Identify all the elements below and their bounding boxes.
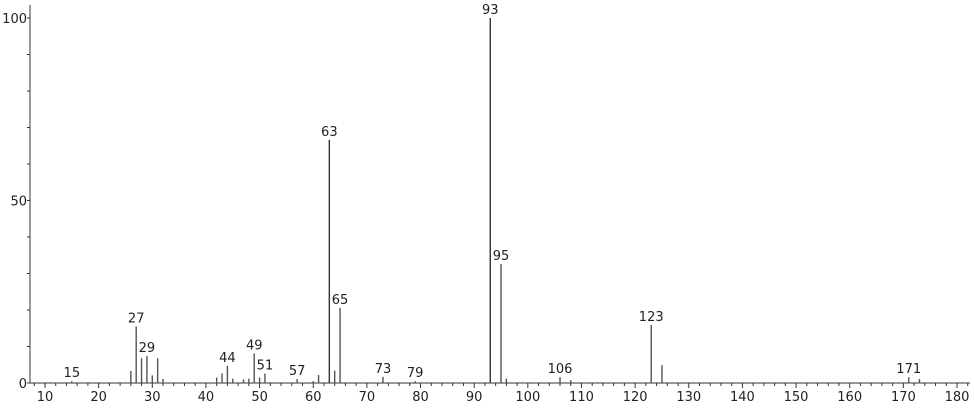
peaks (71, 18, 921, 383)
peak-label-95: 95 (493, 249, 510, 264)
axes: 10 20 30 40 50 60 70 80 90 100 110 120 130 140 150 160 1… (2, 5, 970, 405)
x-tick-label: 170 (891, 390, 916, 405)
x-tick-label: 50 (251, 390, 268, 405)
y-tick-label: 50 (10, 195, 27, 210)
peak-label-171: 171 (896, 362, 921, 377)
peak-label-63: 63 (321, 125, 338, 140)
x-tick-label: 160 (837, 390, 862, 405)
x-tick-label: 110 (569, 390, 594, 405)
peak-label-123: 123 (639, 310, 664, 325)
peak-label-29: 29 (139, 341, 156, 356)
y-tick-label: 0 (19, 377, 27, 392)
peak-label-73: 73 (375, 362, 392, 377)
peak-label-27: 27 (128, 311, 145, 326)
x-tick-label: 150 (784, 390, 809, 405)
x-tick-label: 90 (466, 390, 483, 405)
x-tick-label: 70 (359, 390, 376, 405)
y-tick-label: 100 (2, 12, 27, 27)
x-tick-label: 60 (305, 390, 322, 405)
peak-label-15: 15 (64, 366, 81, 381)
x-tick-label: 180 (945, 390, 970, 405)
x-tick-label: 20 (90, 390, 107, 405)
peak-label-57: 57 (289, 364, 306, 379)
x-tick-label: 80 (412, 390, 429, 405)
x-tick-label: 40 (198, 390, 215, 405)
peak-label-49: 49 (246, 338, 263, 353)
peak-label-44: 44 (219, 351, 236, 366)
peak-label-93: 93 (482, 3, 499, 18)
x-tick-label: 100 (515, 390, 540, 405)
x-tick-label: 130 (676, 390, 701, 405)
peak-label-51: 51 (257, 359, 274, 374)
peak-label-79: 79 (407, 366, 424, 381)
peak-label-106: 106 (548, 362, 573, 377)
peak-label-65: 65 (332, 293, 349, 308)
x-tick-label: 10 (37, 390, 54, 405)
x-tick-label: 30 (144, 390, 161, 405)
peak-labels: 15 27 29 44 49 51 57 63 65 73 79 93 95 106 123 171 (64, 3, 922, 381)
x-tick-label: 120 (623, 390, 648, 405)
x-tick-label: 140 (730, 390, 755, 405)
